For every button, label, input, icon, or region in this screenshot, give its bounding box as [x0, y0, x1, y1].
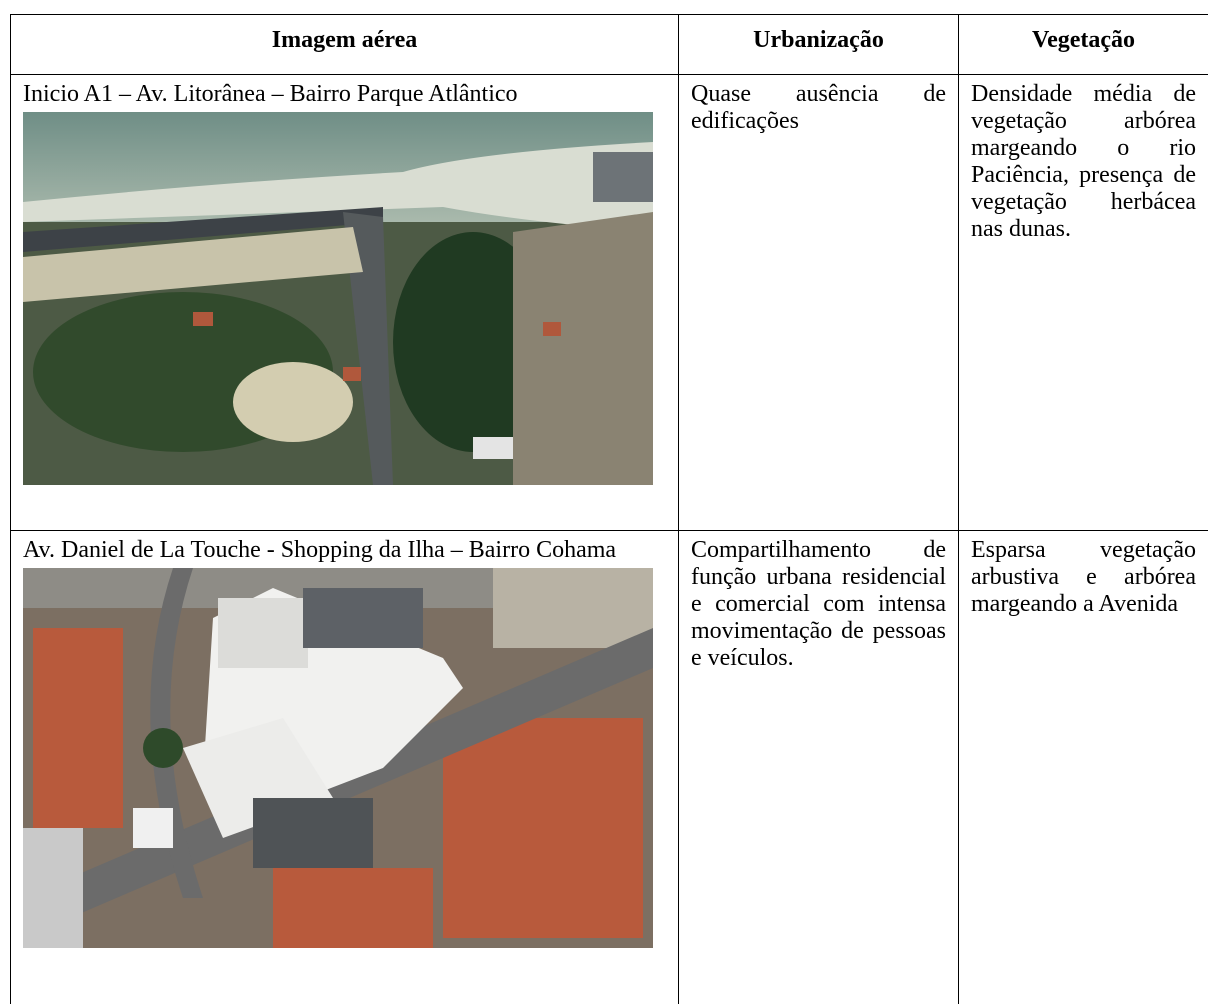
- caption: Av. Daniel de La Touche - Shopping da Il…: [23, 537, 666, 564]
- header-row: Imagem aérea Urbanização Vegetação: [11, 15, 1208, 75]
- cell: Av. Daniel de La Touche - Shopping da Il…: [11, 531, 679, 1004]
- header-cell: Urbanização: [679, 15, 959, 75]
- cell: Esparsa vegetação arbustiva e arbórea ma…: [959, 531, 1208, 1004]
- caption: Inicio A1 – Av. Litorânea – Bairro Parqu…: [23, 81, 666, 108]
- cell: Compartilhamento de função urbana reside…: [679, 531, 959, 1004]
- aerial-image: [23, 568, 653, 948]
- table: Imagem aérea Urbanização Vegetação Inici…: [10, 14, 1208, 1004]
- cell: Inicio A1 – Av. Litorânea – Bairro Parqu…: [11, 75, 679, 531]
- row: Av. Daniel de La Touche - Shopping da Il…: [11, 531, 1208, 1004]
- cell: Quase ausência de edificações: [679, 75, 959, 531]
- header-cell: Vegetação: [959, 15, 1208, 75]
- aerial-image: [23, 112, 653, 485]
- header-cell: Imagem aérea: [11, 15, 679, 75]
- cell: Densidade média de vegetação arbórea mar…: [959, 75, 1208, 531]
- row: Inicio A1 – Av. Litorânea – Bairro Parqu…: [11, 75, 1208, 531]
